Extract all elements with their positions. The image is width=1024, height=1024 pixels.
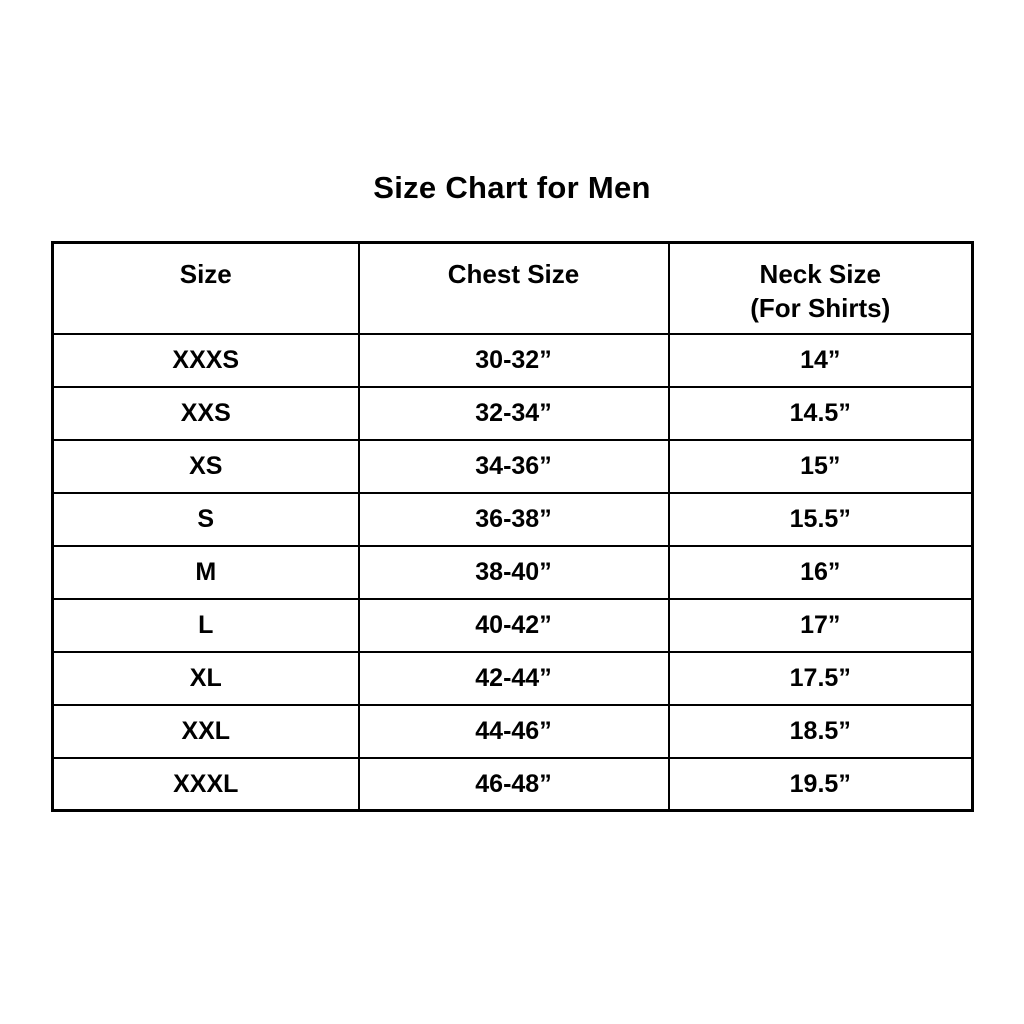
cell-size: XXL — [51, 703, 360, 759]
page-title: Size Chart for Men — [373, 170, 651, 205]
table-row: XS 34-36” 15” — [51, 438, 974, 494]
table-row: S 36-38” 15.5” — [51, 491, 974, 547]
cell-chest-size: 34-36” — [357, 438, 670, 494]
size-chart-table: Size Chest Size Neck Size (For Shirts) X… — [51, 241, 974, 812]
cell-neck-size: 14” — [667, 332, 974, 388]
cell-size: XXXS — [51, 332, 360, 388]
column-header-size: Size — [51, 241, 360, 335]
cell-chest-size: 38-40” — [357, 544, 670, 600]
table-row: L 40-42” 17” — [51, 597, 974, 653]
cell-size: M — [51, 544, 360, 600]
cell-size: XXS — [51, 385, 360, 441]
cell-neck-size: 19.5” — [667, 756, 974, 812]
cell-size: XL — [51, 650, 360, 706]
column-header-neck-size: Neck Size (For Shirts) — [667, 241, 974, 335]
cell-size: L — [51, 597, 360, 653]
cell-chest-size: 30-32” — [357, 332, 670, 388]
table-row: XXXS 30-32” 14” — [51, 332, 974, 388]
table-row: XXXL 46-48” 19.5” — [51, 756, 974, 812]
cell-chest-size: 42-44” — [357, 650, 670, 706]
header-label: Neck Size — [759, 259, 881, 289]
table-row: XXS 32-34” 14.5” — [51, 385, 974, 441]
cell-neck-size: 17” — [667, 597, 974, 653]
header-subline: (For Shirts) — [750, 293, 891, 323]
header-label: Size — [179, 259, 232, 289]
cell-neck-size: 18.5” — [667, 703, 974, 759]
cell-chest-size: 36-38” — [357, 491, 670, 547]
table-row: XL 42-44” 17.5” — [51, 650, 974, 706]
cell-chest-size: 32-34” — [357, 385, 670, 441]
cell-chest-size: 44-46” — [357, 703, 670, 759]
cell-size: XXXL — [51, 756, 360, 812]
cell-neck-size: 16” — [667, 544, 974, 600]
table-row: XXL 44-46” 18.5” — [51, 703, 974, 759]
cell-neck-size: 17.5” — [667, 650, 974, 706]
cell-chest-size: 46-48” — [357, 756, 670, 812]
column-header-chest-size: Chest Size — [357, 241, 670, 335]
header-label: Chest Size — [447, 259, 580, 289]
cell-neck-size: 14.5” — [667, 385, 974, 441]
cell-size: S — [51, 491, 360, 547]
cell-size: XS — [51, 438, 360, 494]
table-row: M 38-40” 16” — [51, 544, 974, 600]
cell-neck-size: 15” — [667, 438, 974, 494]
header-row: Size Chest Size Neck Size (For Shirts) — [51, 241, 974, 335]
cell-chest-size: 40-42” — [357, 597, 670, 653]
cell-neck-size: 15.5” — [667, 491, 974, 547]
